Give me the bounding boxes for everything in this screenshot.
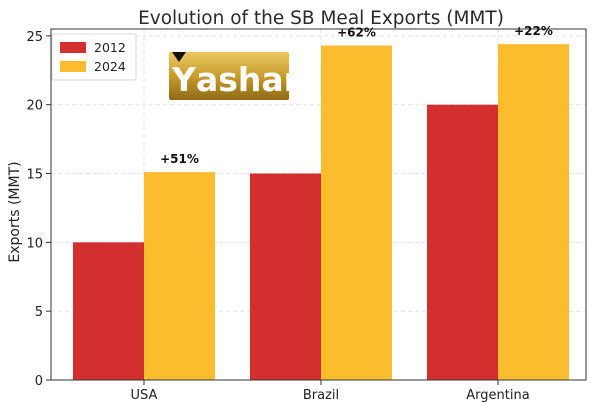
x-tick-label-brazil: Brazil [303,388,339,403]
x-ticks: USA Brazil Argentina [131,380,530,403]
y-tick-label-20: 20 [26,99,43,114]
y-tick-label-25: 25 [26,30,43,45]
bar-usa-2012 [73,242,144,380]
bar-usa-2024 [144,172,215,380]
axes [50,28,587,381]
legend-label-2012: 2012 [94,40,126,55]
y-tick-label-5: 5 [35,305,43,320]
yashar-logo: Y ashar [169,52,301,100]
bars [73,44,569,381]
y-axis-title: Exports (MMT) [7,161,23,262]
growth-label-brazil: +62% [337,26,376,40]
y-tick-label-10: 10 [26,236,43,251]
bar-brazil-2024 [321,45,392,381]
growth-label-argentina: +22% [514,24,553,38]
logo-initial: Y [171,60,197,99]
plot-frame [50,28,587,381]
growth-label-usa: +51% [160,152,199,166]
y-tick-label-15: 15 [26,168,43,183]
legend-swatch-2012 [60,42,86,53]
chart-title: Evolution of the SB Meal Exports (MMT) [138,8,504,29]
x-tick-label-usa: USA [131,388,158,403]
y-tick-label-0: 0 [35,374,43,389]
bar-argentina-2024 [498,44,569,381]
bar-brazil-2012 [250,173,321,380]
logo-text: ashar [196,60,301,99]
x-tick-label-argentina: Argentina [466,388,529,403]
legend: 2012 2024 [51,33,137,81]
legend-label-2024: 2024 [94,59,126,74]
annotations: +51% +62% +22% [160,24,553,166]
logo-background [169,52,289,100]
y-ticks: 0 5 10 15 20 25 [26,30,51,389]
bar-argentina-2012 [427,104,498,381]
logo-mark-icon [172,52,186,62]
legend-swatch-2024 [60,61,86,72]
